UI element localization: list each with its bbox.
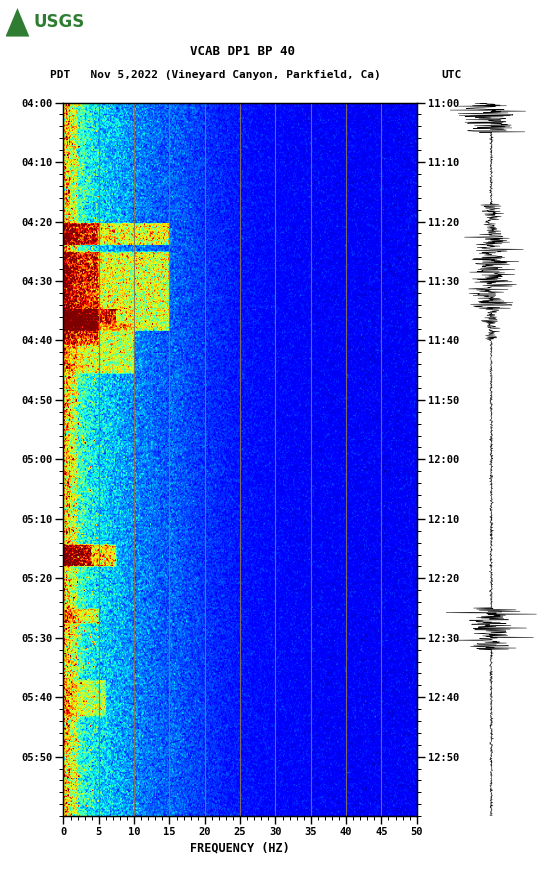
Text: PDT   Nov 5,2022 (Vineyard Canyon, Parkfield, Ca): PDT Nov 5,2022 (Vineyard Canyon, Parkfie… <box>50 70 380 80</box>
Polygon shape <box>6 8 29 37</box>
Text: USGS: USGS <box>33 13 84 31</box>
X-axis label: FREQUENCY (HZ): FREQUENCY (HZ) <box>190 841 290 855</box>
Text: VCAB DP1 BP 40: VCAB DP1 BP 40 <box>190 45 295 58</box>
Text: UTC: UTC <box>442 70 462 80</box>
